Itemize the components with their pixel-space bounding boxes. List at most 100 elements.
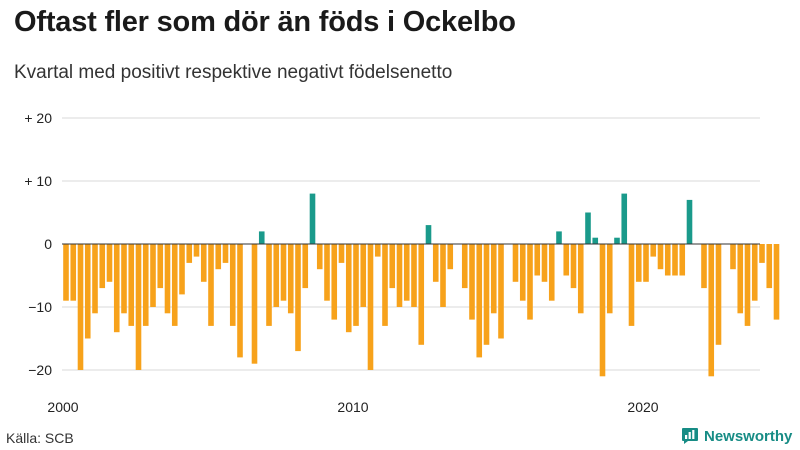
bar [128, 244, 135, 326]
bar [251, 244, 258, 364]
bar [635, 244, 642, 282]
bar [447, 244, 454, 270]
bar [650, 244, 657, 257]
bar [679, 244, 686, 276]
bar [309, 193, 316, 244]
bar [179, 244, 185, 295]
bar [374, 244, 381, 257]
bar [266, 244, 272, 326]
bar [84, 244, 91, 339]
bar [563, 244, 570, 276]
newsworthy-brand[interactable]: Newsworthy [681, 427, 792, 445]
bar [418, 244, 425, 345]
bar [469, 244, 475, 320]
bar [498, 244, 504, 339]
x-tick-label: 2010 [337, 399, 368, 415]
bar [461, 244, 468, 289]
y-axis-ticks: + 20 + 10 0 −10 −20 [24, 110, 52, 378]
bar [643, 244, 649, 282]
chart-title: Oftast fler som dör än föds i Ockelbo [14, 6, 516, 38]
bar [744, 244, 751, 326]
bar [541, 244, 548, 282]
bar [63, 244, 69, 301]
bar [614, 237, 620, 244]
bar [708, 244, 715, 377]
bar [287, 244, 294, 314]
bar [171, 244, 178, 326]
bar [759, 244, 765, 263]
bar [338, 244, 345, 263]
bar [512, 244, 519, 282]
bar [490, 244, 497, 314]
bar [766, 244, 773, 289]
bar [193, 244, 200, 257]
chart-subtitle: Kvartal med positivt respektive negativt… [14, 62, 453, 83]
bar [483, 244, 490, 345]
bar [215, 244, 222, 270]
bar [331, 244, 338, 320]
bar [606, 244, 613, 314]
bar [121, 244, 127, 314]
bar [577, 244, 584, 314]
y-tick-label: −20 [28, 362, 52, 378]
bar [295, 244, 301, 352]
bar [403, 244, 410, 301]
bar [534, 244, 541, 276]
bar [208, 244, 214, 326]
bar [353, 244, 359, 326]
bar [715, 244, 722, 345]
bar [316, 244, 323, 270]
bar [77, 244, 84, 370]
bar [701, 244, 707, 289]
bar [657, 244, 664, 270]
bar [585, 212, 591, 244]
bar [527, 244, 533, 320]
bar [599, 244, 606, 377]
bar [70, 244, 77, 301]
bar [773, 244, 780, 320]
bar [324, 244, 330, 301]
newsworthy-logo-icon [682, 428, 698, 444]
bar [382, 244, 388, 326]
bar [367, 244, 374, 370]
bar [440, 244, 446, 307]
bar [229, 244, 236, 326]
bar [157, 244, 164, 289]
gridlines [62, 117, 760, 371]
bar [737, 244, 744, 314]
bar [389, 244, 396, 289]
bar [186, 244, 193, 263]
bar [548, 244, 555, 301]
y-tick-label: + 10 [24, 173, 52, 189]
bar [396, 244, 403, 307]
bar [751, 244, 758, 301]
y-tick-label: 0 [44, 236, 52, 252]
bar [92, 244, 98, 314]
bar [730, 244, 736, 270]
bar [150, 244, 156, 307]
bar [135, 244, 142, 370]
bar [164, 244, 171, 314]
bar [411, 244, 417, 307]
x-tick-label: 2000 [47, 399, 78, 415]
bar [99, 244, 106, 289]
bar [258, 231, 265, 244]
bar [222, 244, 229, 263]
x-tick-label: 2020 [627, 399, 658, 415]
bar [628, 244, 635, 326]
y-tick-label: + 20 [24, 110, 52, 126]
x-axis-ticks: 2000 2010 2020 [47, 399, 658, 415]
bar [273, 244, 280, 307]
bar [664, 244, 671, 276]
brand-name: Newsworthy [704, 427, 793, 445]
bar [570, 244, 577, 289]
bar [113, 244, 120, 333]
bar [106, 244, 113, 282]
bar [476, 244, 483, 358]
bar [280, 244, 287, 301]
bar [621, 193, 628, 244]
bar [686, 199, 693, 244]
bar [672, 244, 678, 276]
bar [556, 231, 562, 244]
